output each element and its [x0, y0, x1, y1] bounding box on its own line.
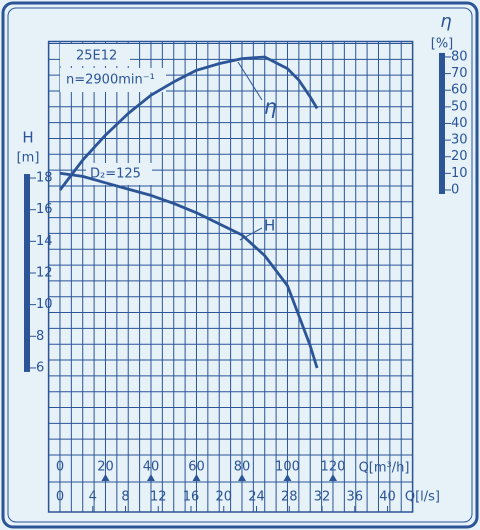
- y-tick-label: 14: [36, 234, 53, 249]
- x-tick-label: 40: [143, 460, 160, 475]
- x2-tick-label: 28: [281, 490, 298, 505]
- x-tick-label: 80: [234, 460, 251, 475]
- label-bg: [60, 68, 166, 92]
- y2-tick-label: 20: [451, 149, 468, 164]
- x2-tick-label: 0: [56, 490, 64, 505]
- x2-tick-label: 12: [150, 490, 167, 505]
- x2-tick-label: 36: [347, 490, 364, 505]
- x-axis-title: Q[m³/h]: [359, 461, 410, 476]
- speed: n=2900min⁻¹: [66, 73, 155, 88]
- x-tick-label: 0: [56, 460, 64, 475]
- x-tick-label: 20: [97, 460, 114, 475]
- y-tick-label: 10: [36, 297, 53, 312]
- x2-tick-label: 40: [379, 490, 396, 505]
- x2-tick-label: 4: [89, 490, 97, 505]
- y2-axis-title: η: [440, 11, 451, 32]
- diameter: D₂=125: [90, 167, 141, 182]
- x-tick: [146, 474, 155, 481]
- y2-tick-label: 40: [451, 116, 468, 131]
- y2-axis-bar: [439, 52, 445, 194]
- y-axis-bar: [24, 174, 30, 372]
- x-tick: [101, 474, 110, 481]
- label-bg: [60, 44, 130, 66]
- x-tick: [192, 474, 201, 481]
- leader-line: [239, 227, 263, 241]
- x2-tick-label: 32: [314, 490, 331, 505]
- x2-tick-label: 20: [215, 490, 232, 505]
- y-tick-label: 8: [36, 329, 44, 344]
- x2-axis-title: Q[l/s]: [405, 490, 440, 505]
- y2-tick-label: 60: [451, 83, 468, 98]
- curve: [58, 55, 319, 191]
- label-bg: [86, 163, 152, 185]
- x2-tick-label: 8: [121, 490, 129, 505]
- y-tick-label: 6: [36, 360, 44, 375]
- y-tick-label: 18: [36, 171, 53, 186]
- x2-tick-label: 24: [248, 490, 265, 505]
- x-tick-label: 120: [321, 460, 346, 475]
- x-tick: [237, 474, 246, 481]
- x-tick: [283, 474, 292, 481]
- y2-tick-label: 0: [451, 182, 459, 197]
- y2-tick-label: 70: [451, 66, 468, 81]
- y-tick-label: 16: [36, 202, 53, 217]
- x-tick: [328, 474, 337, 481]
- y2-tick-label: 30: [451, 133, 468, 148]
- curve-label: η: [264, 95, 277, 119]
- curve: [59, 171, 319, 369]
- leader-line: [237, 61, 263, 101]
- frame-inner: [7, 7, 473, 523]
- y-axis-title: H: [22, 129, 33, 147]
- y-axis-unit: [m]: [17, 151, 40, 166]
- grid: [48, 41, 414, 513]
- x-tick-label: 60: [188, 460, 205, 475]
- x2-tick-label: 16: [183, 490, 200, 505]
- y2-tick-label: 80: [451, 49, 468, 64]
- y2-axis-unit: [%]: [431, 37, 454, 52]
- y2-tick-label: 10: [451, 166, 468, 181]
- y-tick-label: 12: [36, 265, 53, 280]
- model: 25E12: [76, 49, 117, 64]
- x-tick-label: 100: [275, 460, 300, 475]
- y2-tick-label: 50: [451, 99, 468, 114]
- plot-border: [47, 40, 414, 513]
- curve-label: H: [264, 217, 275, 235]
